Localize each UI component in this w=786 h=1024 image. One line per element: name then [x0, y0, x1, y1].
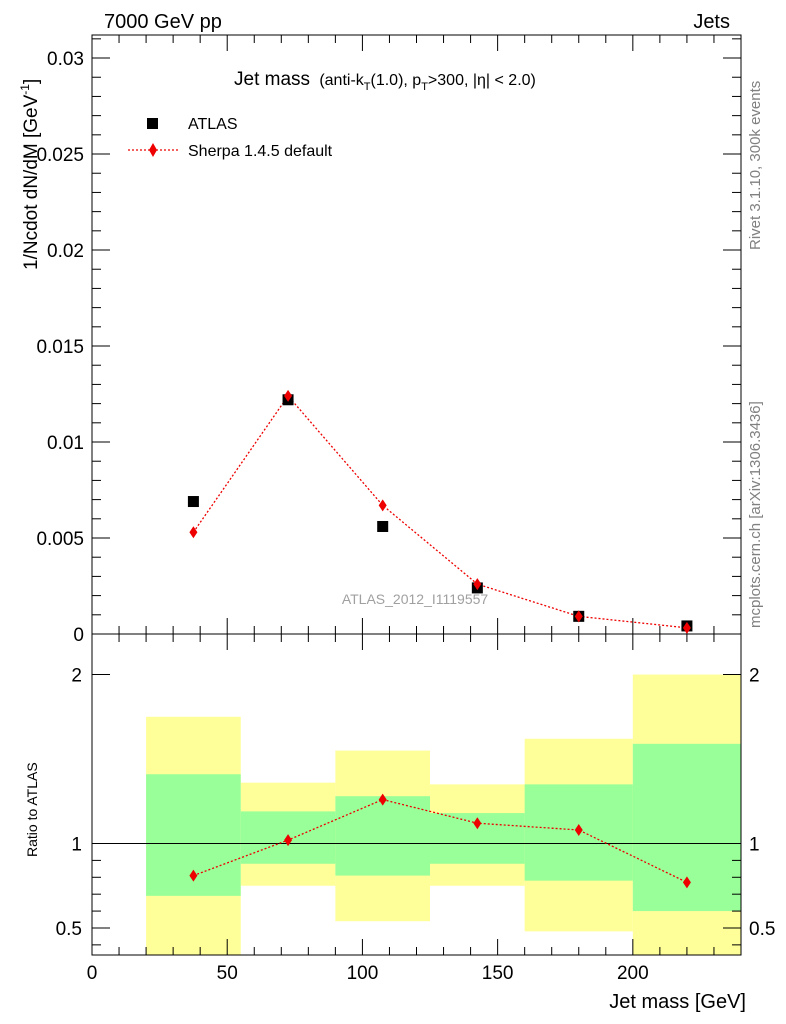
legend: ATLAS Sherpa 1.4.5 default: [128, 116, 333, 160]
ratio-xtick-label: 100: [347, 963, 379, 984]
plot-title: Jet mass (anti-kT(1.0), pT>300, |η| < 2.…: [234, 69, 536, 93]
ratio-xtick-label: 0: [87, 963, 98, 984]
data-point: [187, 496, 199, 508]
mcplots-label: mcplots.cern.ch [arXiv:1306.3436]: [747, 401, 764, 628]
mc-point: [378, 499, 387, 512]
main-ytick-label: 0: [73, 625, 84, 646]
ratio-xlabel: Jet mass [GeV]: [609, 991, 746, 1013]
main-ytick-label: 0.015: [36, 337, 84, 358]
legend-mc-label: Sherpa 1.4.5 default: [188, 143, 333, 160]
mc-point: [574, 610, 583, 623]
ratio-mc-point: [189, 869, 198, 882]
ratio-xtick-label: 200: [617, 963, 649, 984]
main-ytick-label: 0.005: [36, 529, 84, 550]
data-point: [377, 520, 389, 532]
analysis-watermark: ATLAS_2012_I1119557: [342, 591, 489, 607]
ratio-mc-line: [193, 798, 688, 883]
ratio-ytick-label-right: 1: [749, 834, 760, 855]
ratio-ytick-label: 2: [71, 666, 82, 687]
legend-mc-marker: [149, 143, 157, 157]
main-panel: 0 0.005 0.01 0.015 0.02 0.025 0.03: [36, 34, 742, 646]
ratio-mc-point: [473, 817, 482, 830]
ratio-xtick-label: 50: [217, 963, 238, 984]
title-main: Jet mass: [234, 69, 310, 90]
main-ytick-label: 0.03: [47, 49, 84, 70]
ratio-mc-point: [682, 876, 691, 889]
main-ytick-label: 0.01: [47, 433, 84, 454]
ratio-ytick-label: 0.5: [56, 919, 82, 940]
ratio-ytick-label-right: 0.5: [749, 919, 775, 940]
ratio-mc-point: [284, 834, 293, 847]
legend-data-label: ATLAS: [188, 116, 238, 133]
main-ylabel: 1/Ncdot dN/dM [GeV-1]: [18, 79, 42, 270]
energy-label: 7000 GeV pp: [104, 11, 222, 33]
rivet-label: Rivet 3.1.10, 300k events: [747, 81, 764, 250]
process-label: Jets: [693, 11, 730, 33]
mc-point: [189, 526, 198, 539]
mc-point: [284, 389, 293, 402]
legend-data-marker: [147, 118, 158, 129]
band-inner: [335, 796, 431, 876]
main-ytick-label: 0.02: [47, 241, 84, 262]
ratio-ytick-label: 1: [71, 834, 82, 855]
ratio-ytick-label-right: 2: [749, 666, 760, 687]
main-ytick-label: 0.025: [36, 145, 84, 166]
mc-point: [682, 621, 691, 634]
ratio-mc-point: [378, 793, 387, 806]
ratio-panel: 0.5 0.5 1 1 2 2 0 50 100 150 200: [56, 633, 775, 984]
mc-line: [192, 394, 687, 629]
mc-point: [473, 578, 482, 591]
ratio-ylabel: Ratio to ATLAS: [24, 762, 40, 857]
ratio-xtick-label: 150: [482, 963, 514, 984]
ratio-mc-point: [574, 823, 583, 836]
